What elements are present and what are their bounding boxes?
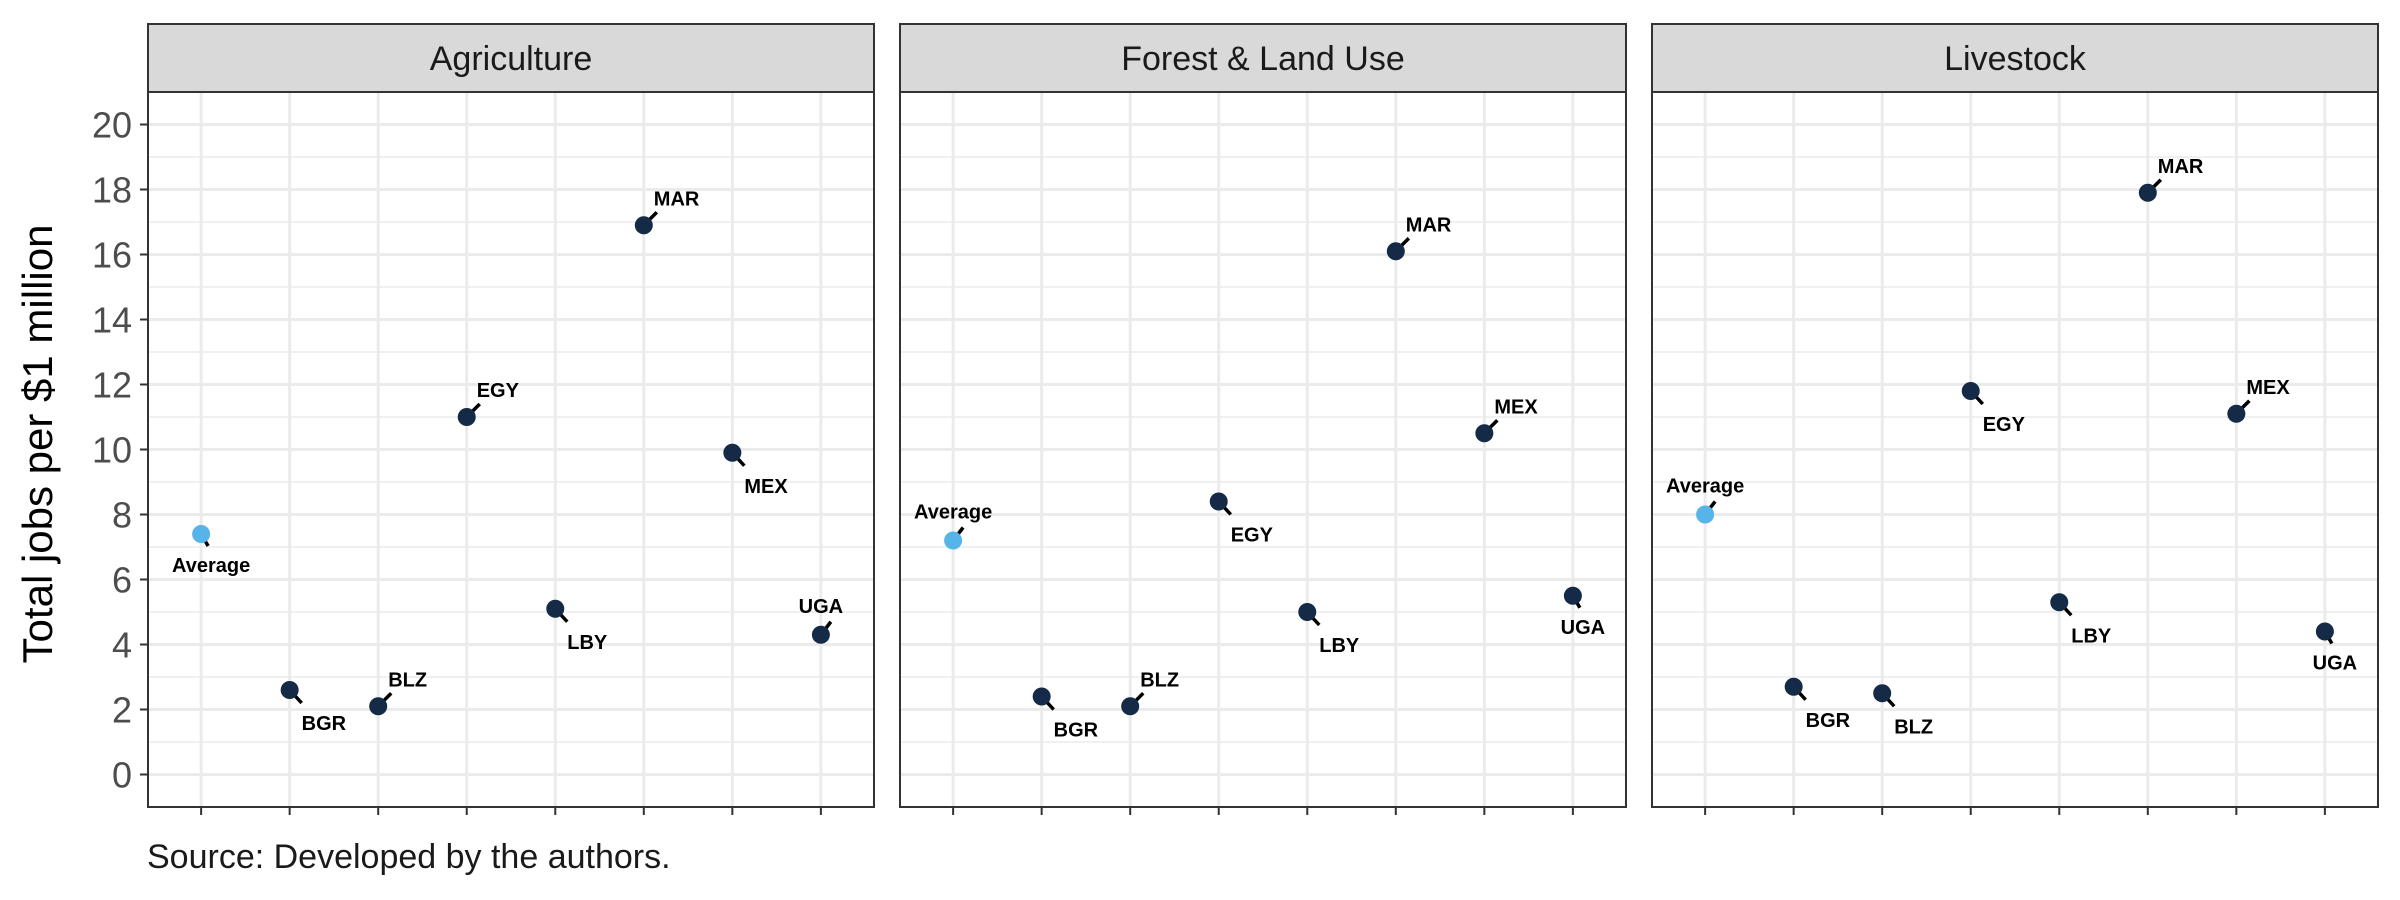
country-point <box>2138 183 2157 202</box>
point-label: BLZ <box>388 669 427 691</box>
point-label: LBY <box>2071 625 2112 647</box>
panel-border <box>899 91 1627 808</box>
facet-panels: AgricultureAverageBGRBLZEGYLBYMARMEXUGAF… <box>147 23 2379 815</box>
point-label: BLZ <box>1140 669 1179 691</box>
point-label: BGR <box>302 713 347 735</box>
country-point <box>1961 382 1980 400</box>
country-point <box>280 681 299 699</box>
chart-caption: Source: Developed by the authors. <box>147 838 671 876</box>
y-axis-title: Total jobs per $1 million <box>14 225 61 664</box>
average-point <box>1696 505 1715 524</box>
y-tick-label: 20 <box>92 105 132 146</box>
facet-panel: Forest & Land Use Average BGR BLZ EGY LBY MAR M… <box>899 23 1627 815</box>
point-label: MEX <box>744 476 788 498</box>
point-label: UGA <box>1561 617 1605 639</box>
y-tick-label: 8 <box>112 495 132 536</box>
point-label: Average <box>172 555 250 577</box>
point-label: MAR <box>2158 156 2204 178</box>
country-point <box>811 625 830 644</box>
facet-strip-label: Agriculture <box>430 40 593 78</box>
y-tick-label: 16 <box>92 235 132 276</box>
country-point <box>2315 622 2334 641</box>
facet-strip <box>1651 23 2379 93</box>
country-point <box>2050 593 2069 612</box>
facet-strip <box>899 23 1627 93</box>
country-point <box>1475 424 1494 443</box>
country-point <box>1873 684 1892 703</box>
point-label: Average <box>1666 476 1744 498</box>
y-tick-label: 2 <box>112 690 132 731</box>
y-tick-label: 12 <box>92 365 132 406</box>
country-point <box>457 408 476 426</box>
panel-border <box>1651 91 2379 808</box>
point-label: BLZ <box>1894 716 1933 738</box>
country-point <box>369 697 388 716</box>
country-point <box>2227 404 2246 423</box>
country-point <box>1032 687 1051 706</box>
country-point <box>723 443 742 462</box>
y-tick-label: 14 <box>92 300 132 341</box>
point-label: BGR <box>1806 710 1851 732</box>
point-label: BGR <box>1054 720 1099 742</box>
facet-panel: Agriculture Average BGR BLZ EGY LBY MAR MEX UGA <box>147 23 875 815</box>
country-point <box>1563 586 1582 605</box>
point-label: EGY <box>1231 525 1274 547</box>
y-tick-label: 4 <box>112 625 132 666</box>
point-label: LBY <box>567 632 608 654</box>
point-label: LBY <box>1319 635 1360 657</box>
average-point <box>944 531 963 550</box>
country-point <box>1784 677 1803 696</box>
y-tick-label: 10 <box>92 430 132 471</box>
point-label: MEX <box>2246 377 2290 399</box>
facet-strip <box>147 23 875 93</box>
point-label: MAR <box>654 188 700 210</box>
point-label: Average <box>914 502 992 524</box>
country-point <box>1386 242 1405 261</box>
panel-border <box>147 91 875 808</box>
country-point <box>1209 492 1228 511</box>
country-point <box>1298 603 1317 621</box>
point-label: MAR <box>1406 214 1452 236</box>
facet-strip-label: Forest & Land Use <box>1121 40 1404 78</box>
y-tick-label: 18 <box>92 170 132 211</box>
country-point <box>546 599 565 618</box>
facet-strip-label: Livestock <box>1944 40 2087 78</box>
facet-panel: Livestock Average BGR BLZ EGY LBY MAR MEX UGA <box>1651 23 2379 815</box>
point-label: UGA <box>2313 653 2357 675</box>
y-tick-label: 0 <box>112 755 132 796</box>
country-point <box>1121 697 1140 716</box>
average-point <box>192 525 211 543</box>
y-axis: 0 2 4 6 8 10 12 14 16 18 20 <box>92 105 148 796</box>
point-label: EGY <box>1983 414 2026 436</box>
country-point <box>634 216 653 235</box>
point-label: EGY <box>477 380 520 402</box>
y-tick-label: 6 <box>112 560 132 601</box>
point-label: UGA <box>799 596 843 618</box>
point-label: MEX <box>1494 396 1538 418</box>
